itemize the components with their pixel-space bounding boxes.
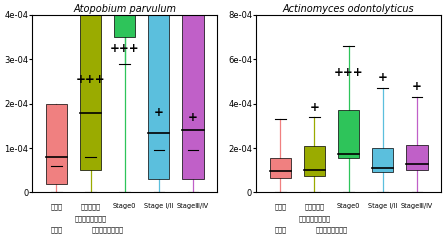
Bar <box>46 104 67 183</box>
Text: 多発性息肉: 多発性息肉 <box>304 203 324 210</box>
Text: 健康人: 健康人 <box>50 203 62 210</box>
Title: Atopobium parvulum: Atopobium parvulum <box>73 4 176 14</box>
Text: （腺瘤）粘膜内癌: （腺瘤）粘膜内癌 <box>74 215 106 222</box>
Bar <box>182 0 204 179</box>
Text: Stage I/II: Stage I/II <box>144 203 174 209</box>
Bar <box>338 110 359 158</box>
Text: （腺瘤）粘膜内癌: （腺瘤）粘膜内癌 <box>316 226 348 233</box>
Text: Stage0: Stage0 <box>113 203 137 209</box>
Text: （腺瘤）粘膜内癌: （腺瘤）粘膜内癌 <box>92 226 124 233</box>
Text: +++: +++ <box>110 42 140 55</box>
Text: StageⅢ/Ⅳ: StageⅢ/Ⅳ <box>177 203 209 209</box>
Text: 健康人: 健康人 <box>274 203 286 210</box>
Bar <box>148 0 170 179</box>
Bar <box>114 0 135 37</box>
Text: +: + <box>309 101 320 114</box>
Text: （腺瘤）粘膜内癌: （腺瘤）粘膜内癌 <box>299 215 331 222</box>
Bar <box>80 0 101 170</box>
Text: +++: +++ <box>76 73 105 86</box>
Text: 健康人: 健康人 <box>274 226 286 233</box>
Bar <box>304 146 325 176</box>
Text: +: + <box>188 111 198 124</box>
Text: Stage0: Stage0 <box>337 203 360 209</box>
Text: StageⅢ/Ⅳ: StageⅢ/Ⅳ <box>401 203 433 209</box>
Text: +: + <box>378 71 388 84</box>
Bar <box>406 145 428 170</box>
Text: 健康人: 健康人 <box>50 226 62 233</box>
Bar <box>372 148 393 173</box>
Text: +++: +++ <box>334 66 364 79</box>
Text: 多発性息肉: 多発性息肉 <box>81 203 101 210</box>
Text: Stage I/II: Stage I/II <box>368 203 397 209</box>
Title: Actinomyces odontolyticus: Actinomyces odontolyticus <box>283 4 414 14</box>
Text: +: + <box>412 79 422 93</box>
Bar <box>270 158 291 178</box>
Text: +: + <box>154 106 164 119</box>
